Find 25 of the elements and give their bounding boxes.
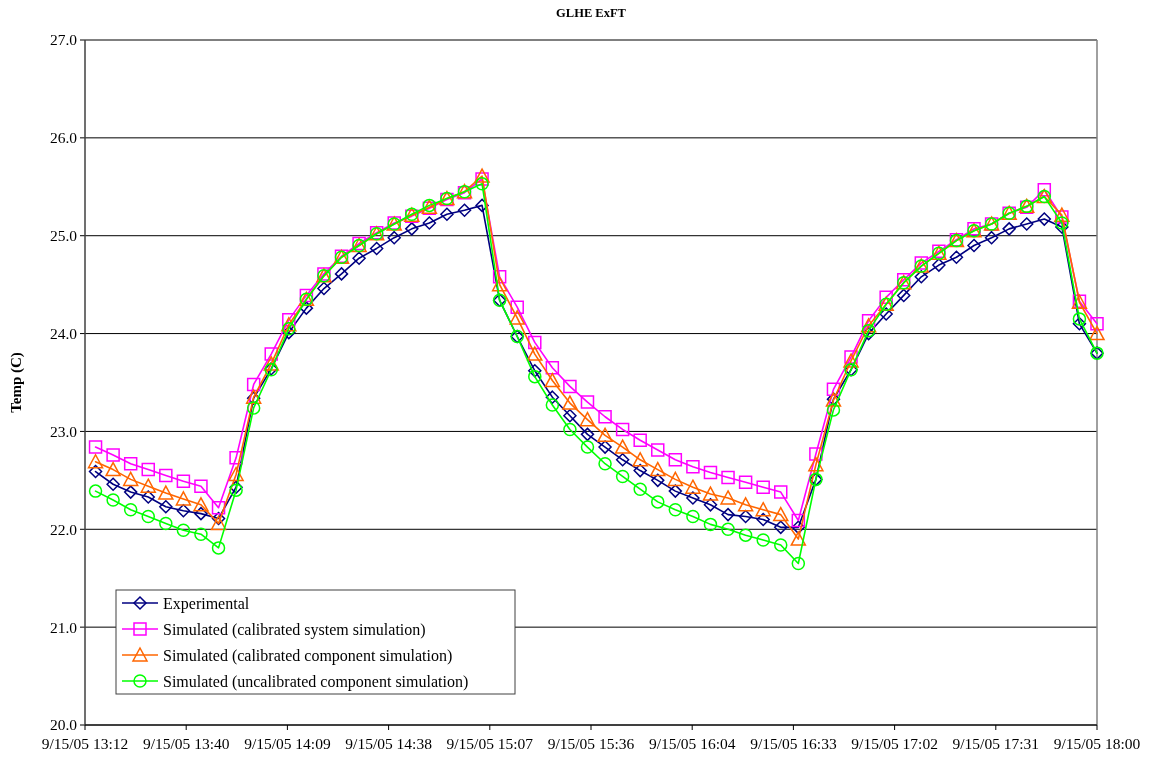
x-tick-label: 9/15/05 15:36 bbox=[547, 735, 635, 752]
x-tick-label: 9/15/05 17:02 bbox=[851, 735, 938, 752]
x-tick-label: 9/15/05 13:40 bbox=[142, 735, 230, 752]
y-axis-title: Temp (C) bbox=[8, 352, 25, 413]
x-tick-label: 9/15/05 18:00 bbox=[1053, 735, 1141, 752]
y-tick-label: 21.0 bbox=[49, 618, 78, 636]
legend-label: Experimental bbox=[163, 594, 250, 613]
y-tick-label: 26.0 bbox=[49, 129, 78, 147]
y-tick-label: 23.0 bbox=[49, 422, 78, 440]
x-tick-label: 9/15/05 16:33 bbox=[750, 735, 837, 752]
x-tick-label: 9/15/05 14:09 bbox=[244, 735, 331, 752]
chart-title: GLHE ExFT bbox=[556, 6, 627, 20]
y-tick-label: 25.0 bbox=[49, 227, 78, 245]
legend-label: Simulated (calibrated system simulation) bbox=[163, 620, 426, 639]
legend-label: Simulated (calibrated component simulation) bbox=[163, 646, 453, 665]
x-tick-label: 9/15/05 13:12 bbox=[41, 735, 129, 752]
legend-label: Simulated (uncalibrated component simulation) bbox=[163, 672, 469, 691]
y-tick-label: 24.0 bbox=[49, 325, 78, 342]
y-tick-label: 27.0 bbox=[49, 31, 78, 49]
y-tick-label: 22.0 bbox=[49, 520, 78, 538]
x-tick-label: 9/15/05 16:04 bbox=[648, 735, 736, 752]
x-tick-label: 9/15/05 15:07 bbox=[446, 735, 534, 752]
y-tick-label: 20.0 bbox=[49, 716, 78, 734]
x-tick-label: 9/15/05 14:38 bbox=[345, 735, 433, 752]
x-tick-label: 9/15/05 17:31 bbox=[952, 735, 1040, 752]
